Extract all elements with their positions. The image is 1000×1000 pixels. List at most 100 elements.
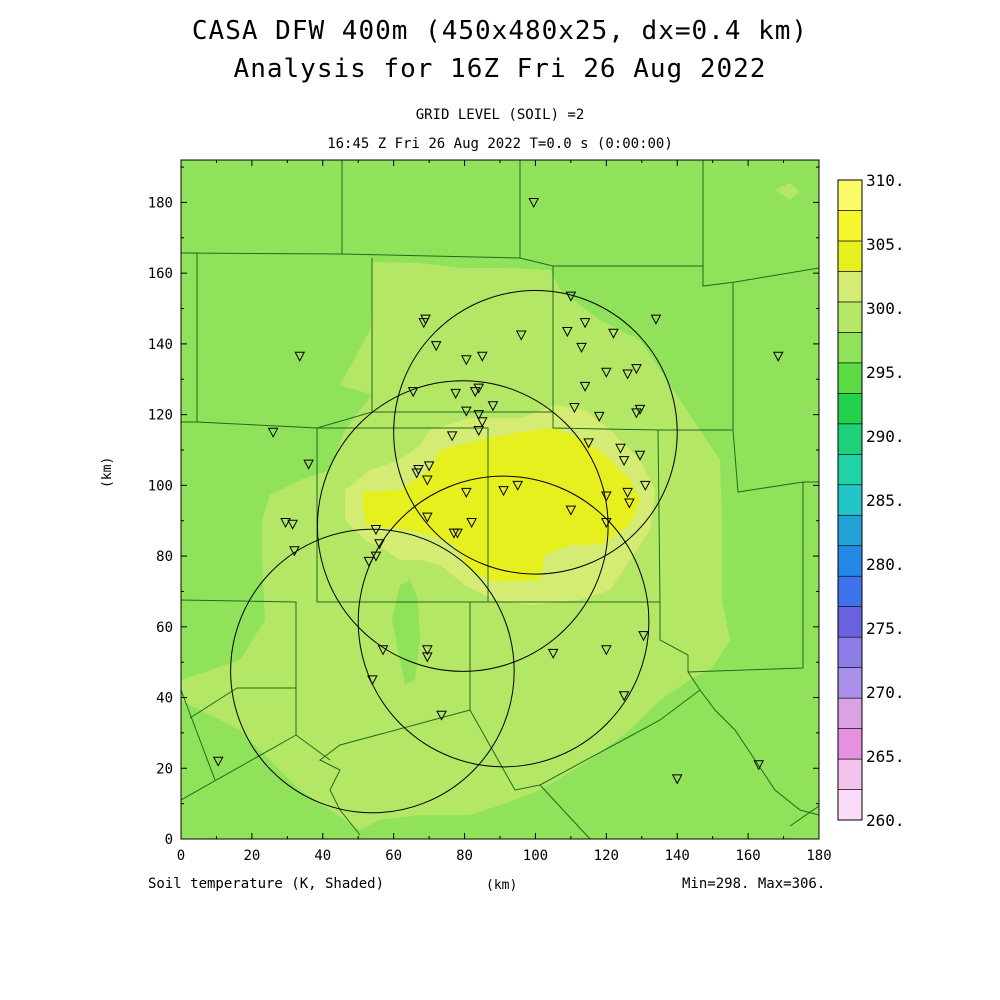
colorbar-label: 310. [866,171,905,190]
colorbar-swatch [837,545,863,577]
station-marker [422,475,433,486]
station-marker [363,556,375,567]
x-axis-label: (km) [486,878,518,893]
station-marker [601,491,612,502]
y-axis: 0 20 40 60 80 100 120 140 160 180 [148,166,819,848]
station-marker [634,450,646,461]
x-tick-label: 20 [243,848,260,864]
station-marker [294,351,306,362]
station-marker [466,517,477,529]
radar-ring-3 [357,475,650,768]
colorbar-swatch [837,393,863,425]
station-marker [624,498,635,509]
station-marker [473,426,485,437]
colorbar-swatch [837,362,863,394]
station-marker [469,387,481,398]
station-marker [608,328,619,339]
variable-label: Soil temperature (K, Shaded) [148,876,385,892]
station-marker [638,631,649,642]
station-marker [671,774,683,785]
station-marker [370,525,382,536]
colorbar-label: 260. [866,811,905,830]
station-marker [515,330,527,341]
station-markers [212,197,784,785]
y-tick-label: 40 [156,691,173,707]
station-marker [422,652,433,663]
colorbar-swatch [837,575,863,607]
y-tick-label: 140 [148,337,173,353]
station-marker [407,387,419,398]
station-marker [460,406,472,417]
colorbar-swatch [837,697,863,729]
radar-rings [230,290,678,814]
y-tick-label: 160 [148,266,173,282]
station-marker [280,517,291,529]
colorbar-label: 295. [866,363,905,382]
chart-title: CASA DFW 400m (450x480x25, dx=0.4 km) [191,16,809,46]
station-marker [772,351,784,362]
station-marker [618,691,630,702]
station-marker [753,760,765,771]
station-marker [579,381,591,392]
colorbar-swatch [837,606,863,638]
station-marker [303,459,314,470]
station-marker [528,197,540,209]
station-marker [422,645,433,656]
station-marker [618,456,630,467]
station-marker [579,318,591,329]
station-marker [562,327,573,338]
station-marker [377,645,389,656]
station-marker [576,342,587,354]
station-marker [476,417,488,428]
colorbar-swatch [837,667,863,699]
station-marker [498,486,509,497]
y-tick-label: 0 [165,832,173,848]
x-tick-label: 80 [456,848,473,864]
chart-subtitle: Analysis for 16Z Fri 26 Aug 2022 [233,54,767,84]
colorbar-swatch [837,240,863,272]
colorbar-frame [837,179,863,821]
x-tick-label: 0 [177,848,185,864]
colorbar-swatch [837,514,863,547]
station-marker [473,383,485,394]
y-tick-label: 180 [148,195,173,211]
min-max-label: Min=298. Max=306. [682,876,826,892]
x-tick-label: 160 [735,848,760,864]
station-marker [650,314,662,325]
station-marker [622,369,633,380]
station-marker [631,408,642,419]
colorbar-swatch [837,728,863,760]
y-tick-label: 20 [156,761,173,777]
station-marker [601,645,612,656]
station-marker [639,480,651,491]
station-marker [212,756,224,767]
station-marker [452,528,463,539]
station-marker [547,648,559,659]
colorbar-label: 270. [866,683,905,702]
y-tick-label: 100 [148,478,173,494]
region-304-306 [362,428,640,582]
station-marker [634,404,646,415]
radar-ring-2 [316,380,609,672]
station-marker [367,675,378,686]
colorbar-swatch [837,271,863,303]
station-marker [615,443,626,454]
region-300-302-b [775,183,800,200]
station-marker [418,318,430,329]
station-marker [601,367,612,378]
colorbar-label: 300. [866,299,905,318]
shaded-field [181,160,819,839]
station-marker [267,427,279,438]
station-marker [411,468,423,479]
station-marker [460,355,472,366]
station-marker [622,487,633,498]
station-marker [487,401,499,412]
colorbar-swatch [837,179,863,211]
colorbar-label: 275. [866,619,905,638]
station-marker [450,388,462,399]
x-tick-label: 180 [806,848,831,864]
colorbar-label: 265. [866,747,905,766]
y-tick-label: 120 [148,408,173,424]
station-marker [593,411,605,422]
